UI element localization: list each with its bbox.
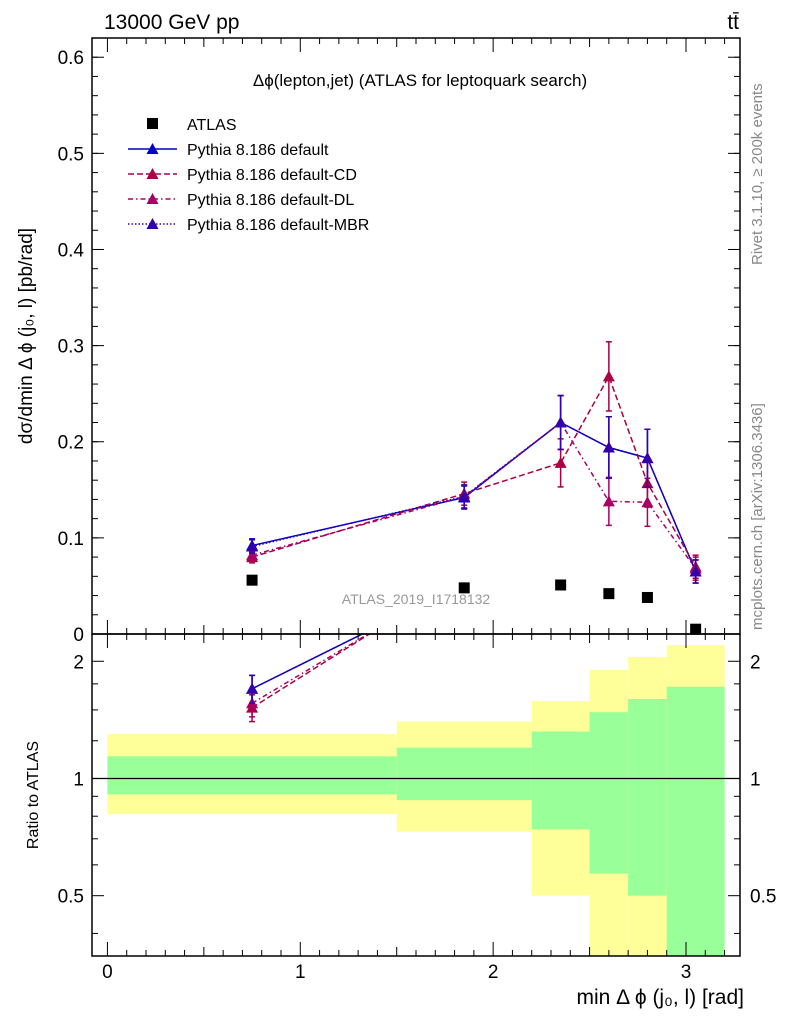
data-point [603,588,615,600]
y-tick-label: 0.6 [58,48,84,69]
data-point [458,582,470,594]
ratio-marker [246,682,259,694]
series-marker [458,490,471,502]
legend-marker [146,218,159,229]
legend-marker [146,168,159,179]
legend-label: Pythia 8.186 default-CD [187,167,357,184]
y-tick-label: 0.1 [58,529,84,550]
series-marker [246,549,259,561]
side-label-rivet: Rivet 3.1.10, ≥ 200k events [749,83,766,265]
ratio-y-tick-label-right: 0.5 [750,887,776,908]
series-line [251,421,697,572]
x-tick-label: 0 [102,962,113,983]
series-marker [602,370,615,382]
y-tick-label: 0.3 [58,337,84,358]
ratio-y-tick-label: 2 [73,652,84,673]
series-marker [689,565,702,577]
x-axis-label: min Δ ϕ (j₀, l) [rad] [576,986,744,1009]
ratio-panel: 0.5 0.5 1 1 2 2 0 1 2 3 Ratio to ATLAS min Δ ϕ (j… [25,633,776,1009]
ratio-y-tick-label: 1 [73,769,84,790]
side-label-mcplots: mcplots.cern.ch [arXiv:1306.3436] [749,403,766,630]
ratio-y-tick-label: 0.5 [58,887,84,908]
ratio-plot-frame [91,633,741,957]
series-marker [602,495,615,507]
y-tick-label: 0.2 [58,433,84,454]
main-panel: ATLAS Pythia 8.186 default Pythia 8.186 de… [16,37,741,646]
ratio-y-tick-label-right: 2 [750,652,761,673]
legend-label: Pythia 8.186 default-DL [187,192,354,209]
series-marker [554,456,567,468]
data-point [641,591,653,603]
x-tick-label: 3 [681,962,692,983]
series-marker [554,416,567,428]
data-point [246,574,258,586]
legend-label: Pythia 8.186 default [187,142,329,159]
ratio-y-tick-label-right: 1 [750,769,761,790]
legend: ATLAS Pythia 8.186 default Pythia 8.186 de… [128,117,369,234]
legend-marker [146,143,159,154]
legend-label: ATLAS [187,117,237,134]
ratio-ylabel: Ratio to ATLAS [25,741,42,849]
series-marker [641,496,654,508]
uncertainty-band-inner [628,699,667,896]
series-marker [641,452,654,464]
x-tick-label: 1 [295,962,306,983]
x-tick-label: 2 [488,962,499,983]
main-ylabel: dσ/dmin Δ ϕ (j₀, l) [pb/rad] [16,228,37,444]
series-line [251,374,697,568]
main-title: Δϕ(lepton,jet) (ATLAS for leptoquark sea… [253,71,587,90]
watermark: ATLAS_2019_I1718132 [342,591,491,607]
y-tick-label: 0 [73,625,84,646]
legend-marker [147,118,158,129]
uncertainty-band-inner [107,756,397,795]
uncertainty-band-inner [396,747,532,801]
uncertainty-band-inner [589,712,629,874]
ratio-series-line [251,634,371,709]
y-tick-label: 0.5 [58,144,84,165]
data-point [690,623,702,635]
ratio-series-line [251,634,364,690]
uncertainty-band-inner [531,731,590,830]
series-line [251,421,697,572]
energy-label: 13000 GeV pp [104,11,239,34]
series-marker [602,441,615,453]
process-label: tt̄ [727,11,739,34]
legend-marker [146,193,159,204]
ratio-series-line [251,634,370,704]
series-marker [246,540,259,552]
series-line [251,421,697,570]
uncertainty-band-inner [666,686,725,956]
legend-label: Pythia 8.186 default-MBR [187,217,369,234]
data-point [555,579,567,591]
y-tick-label: 0.4 [58,240,85,261]
